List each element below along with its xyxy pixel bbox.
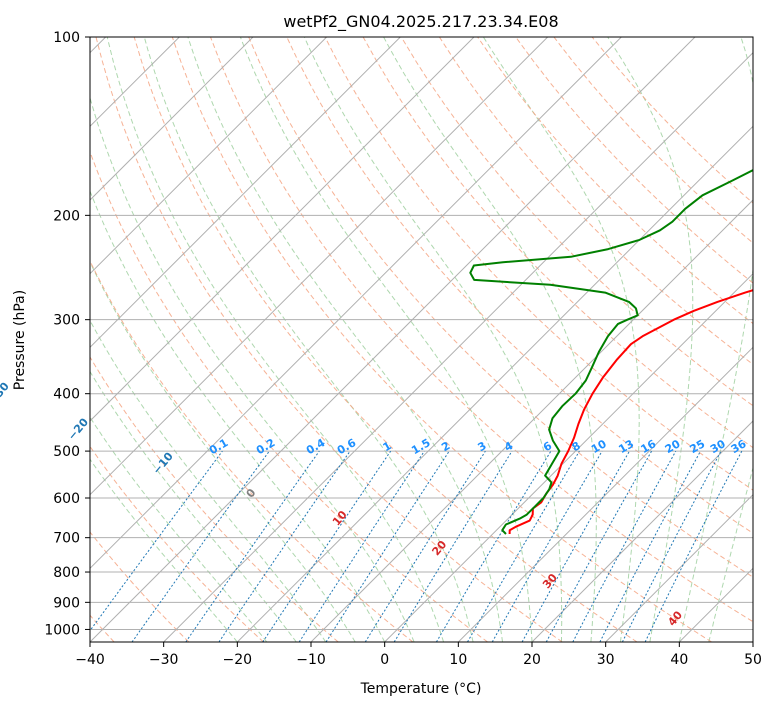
moist-adiabat — [482, 37, 640, 642]
plot-frame — [89, 36, 754, 643]
isotherm-line — [90, 37, 401, 349]
dewpoint-profile-line — [469, 168, 753, 535]
moist-adiabat — [143, 37, 474, 642]
dry-adiabat — [90, 356, 339, 642]
mixing-ratio-line — [298, 450, 425, 642]
mixing-ratio-line — [621, 450, 722, 642]
y-tick-label: 700 — [53, 531, 80, 547]
isotherm-line — [531, 420, 753, 642]
mixing-ratio-line — [218, 450, 351, 642]
moist-adiabat — [90, 416, 268, 642]
isotherm-line — [457, 346, 753, 642]
mixing-ratio-line — [262, 450, 392, 642]
isotherm-line — [163, 51, 753, 642]
mixing-ratio-line — [131, 450, 270, 642]
dry-adiabat — [248, 37, 753, 578]
x-tick-label: −30 — [149, 652, 179, 668]
isotherm-line — [90, 37, 696, 642]
y-tick-label: 900 — [53, 595, 80, 611]
moist-adiabat — [187, 37, 503, 642]
isotherm-line — [90, 37, 475, 422]
x-tick-label: 40 — [670, 652, 688, 668]
dry-adiabat — [438, 37, 753, 366]
dry-adiabat — [171, 37, 712, 642]
y-tick-label: 200 — [53, 208, 80, 224]
isotherm-line — [90, 37, 622, 570]
y-tick-label: 800 — [53, 565, 80, 581]
y-tick-label: 1000 — [44, 622, 80, 638]
mixing-ratio-line — [393, 450, 513, 642]
x-tick-label: −20 — [223, 652, 253, 668]
mixing-ratio-line — [90, 450, 223, 632]
isotherm-line — [90, 37, 328, 275]
x-tick-label: 0 — [380, 652, 389, 668]
mixing-ratio-line — [185, 450, 320, 642]
grid-layer — [90, 37, 753, 642]
series-layer — [469, 168, 753, 535]
moist-adiabat — [90, 319, 327, 642]
dry-adiabat — [95, 37, 563, 642]
mixing-ratio-line — [572, 450, 677, 642]
y-tick-label: 500 — [53, 444, 80, 460]
moist-adiabat — [90, 260, 356, 642]
isotherm-line — [90, 37, 549, 496]
mixing-ratio-line — [545, 450, 653, 642]
dry-adiabat — [400, 37, 753, 407]
x-tick-label: −40 — [75, 652, 105, 668]
x-axis: −40 −30 −20 −10 0 10 20 30 40 50 — [75, 642, 762, 668]
moist-adiabat — [383, 37, 597, 642]
y-tick-label: 100 — [53, 30, 80, 46]
y-tick-label: 400 — [53, 387, 80, 403]
isotherm-line — [605, 493, 753, 642]
x-tick-label: 10 — [449, 652, 467, 668]
dry-adiabat — [90, 150, 488, 642]
x-tick-label: −10 — [296, 652, 326, 668]
mixing-ratio-line — [491, 450, 603, 642]
isotherm-line — [90, 37, 254, 201]
moist-adiabat — [90, 458, 238, 642]
isotherm-line — [310, 199, 753, 642]
y-tick-label: 600 — [53, 491, 80, 507]
dry-adiabat — [90, 531, 190, 642]
moist-adiabat — [607, 37, 694, 642]
y-axis: 100 200 300 400 500 600 700 800 900 1000 — [44, 30, 90, 638]
x-axis-label: Temperature (°C) — [360, 681, 482, 697]
dry-adiabat — [133, 37, 638, 642]
moist-adiabat — [106, 37, 445, 642]
mixing-ratio-line — [644, 450, 743, 642]
x-tick-label: 50 — [744, 652, 762, 668]
y-tick-label: 300 — [53, 313, 80, 329]
isotherm-line — [236, 125, 753, 642]
moist-adiabat — [708, 466, 753, 642]
moist-adiabat — [239, 37, 533, 642]
mixing-ratio-line — [325, 450, 450, 642]
chart-title: wetPf2_GN04.2025.217.23.34.E08 — [283, 12, 558, 32]
dry-adiabat — [90, 445, 264, 642]
x-tick-label: 20 — [523, 652, 541, 668]
mixing-ratio-line — [521, 450, 630, 642]
isotherm-line — [384, 272, 753, 642]
dry-adiabat — [210, 37, 753, 623]
x-tick-label: 30 — [597, 652, 615, 668]
dry-adiabat — [515, 37, 753, 284]
y-axis-label: Pressure (hPa) — [12, 290, 28, 390]
